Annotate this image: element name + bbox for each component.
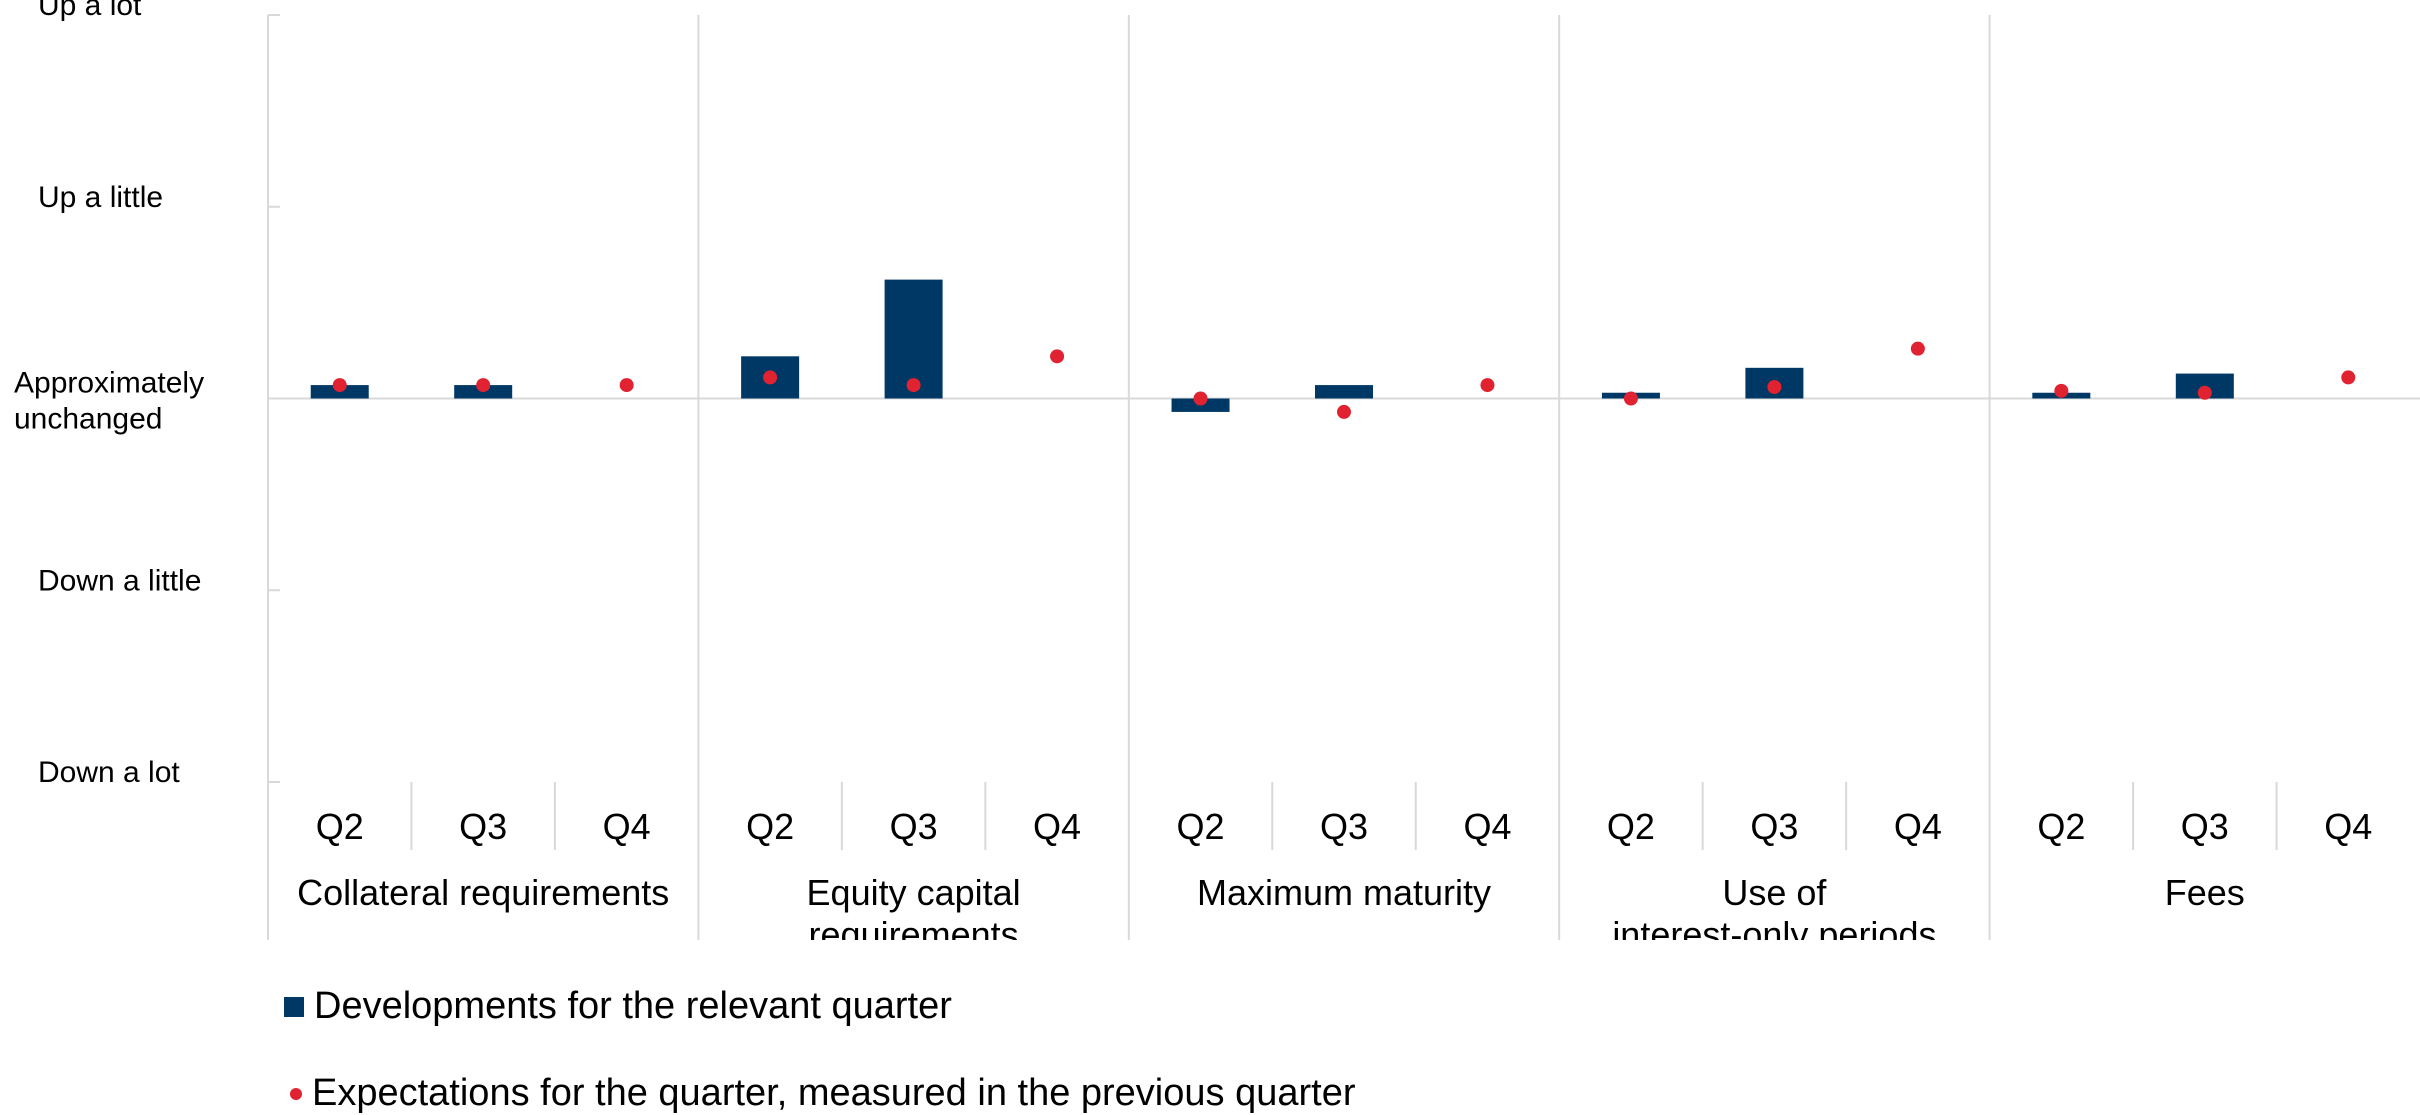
legend-label-developments: Developments for the relevant quarter	[314, 985, 952, 1027]
category-label: Q3	[1320, 806, 1368, 847]
expectation-dot	[619, 378, 634, 393]
expectation-dot	[476, 378, 491, 393]
expectation-dot	[2197, 385, 2212, 400]
expectation-dot	[1480, 378, 1495, 393]
category-label: Q3	[2181, 806, 2229, 847]
expectation-dot	[763, 370, 778, 385]
category-label: Q4	[1033, 806, 1081, 847]
y-tick-label: Down a lot	[38, 756, 180, 789]
group-label: Fees	[2165, 872, 2245, 913]
expectations-dot-icon	[290, 1087, 302, 1100]
expectation-dot	[332, 378, 347, 393]
chart: Up a lot Up a little Approximately unchange…	[14, 0, 2420, 940]
group-label: Collateral requirements	[297, 872, 669, 913]
expectation-dot	[906, 378, 921, 393]
category-label: Q2	[1607, 806, 1655, 847]
category-label: Q2	[1177, 806, 1225, 847]
expectation-dot	[1337, 404, 1351, 419]
y-tick-label: Up a little	[38, 181, 163, 214]
category-label: Q3	[890, 806, 938, 847]
expectation-dot	[1910, 341, 1925, 356]
group-label: Use of interest-only periods	[1612, 872, 1936, 940]
legend-label-expectations: Expectations for the quarter, measured i…	[312, 1072, 1356, 1114]
category-label: Q4	[1463, 806, 1511, 847]
y-tick-label: Up a lot	[38, 0, 142, 22]
category-label: Q3	[1750, 806, 1798, 847]
expectation-dot	[2054, 383, 2069, 398]
category-label: Q3	[459, 806, 507, 847]
category-label: Q4	[2324, 806, 2372, 847]
developments-swatch-icon	[284, 996, 304, 1017]
legend-item-developments: Developments for the relevant quarter	[284, 985, 952, 1028]
expectation-dot	[1050, 349, 1065, 364]
expectation-dot	[1623, 391, 1638, 406]
group-label: Maximum maturity	[1197, 872, 1491, 913]
category-label: Q4	[603, 806, 651, 847]
category-label: Q4	[1894, 806, 1942, 847]
expectation-dot	[1193, 391, 1208, 406]
category-label: Q2	[2037, 806, 2085, 847]
legend-item-expectations: Expectations for the quarter, measured i…	[284, 1072, 1355, 1115]
expectation-dot	[1767, 379, 1782, 394]
expectation-dot	[2341, 370, 2356, 385]
category-label: Q2	[316, 806, 364, 847]
category-label: Q2	[746, 806, 794, 847]
y-tick-label: Down a little	[38, 564, 201, 597]
development-bar	[1315, 385, 1373, 399]
group-label: Equity capital requirements	[807, 872, 1021, 940]
y-tick-label: Approximately unchanged	[14, 367, 204, 436]
